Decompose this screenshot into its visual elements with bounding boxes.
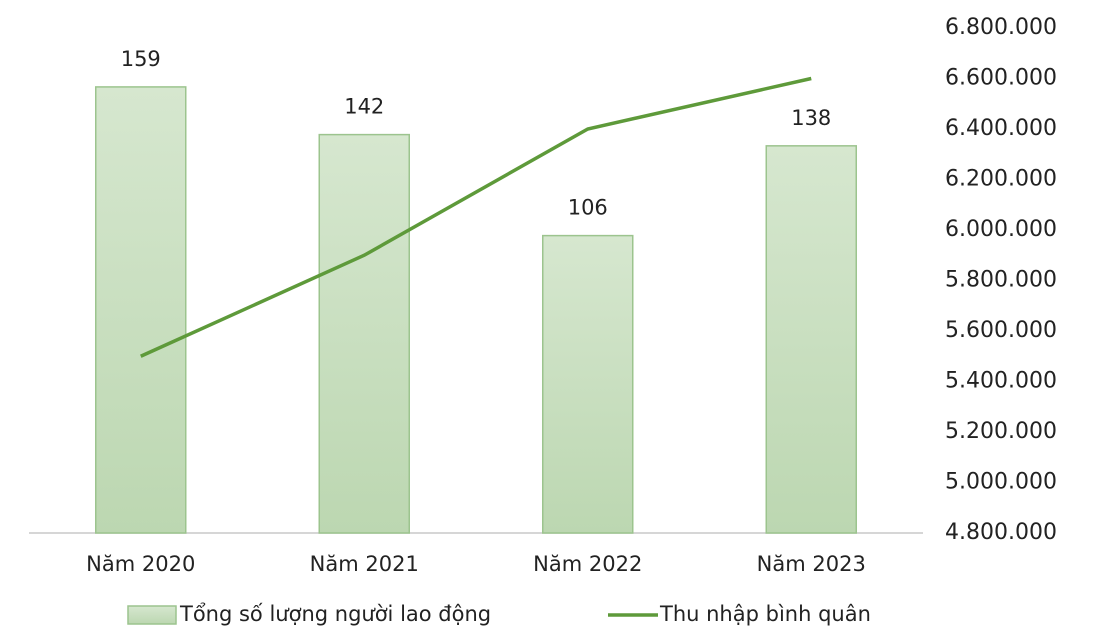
data-label: 142 bbox=[344, 95, 384, 119]
y2-tick-label: 6.200.000 bbox=[945, 167, 1057, 192]
y2-tick-label: 5.000.000 bbox=[945, 470, 1057, 495]
y2-tick-label: 6.600.000 bbox=[945, 66, 1057, 91]
y2-tick-label: 5.600.000 bbox=[945, 318, 1057, 343]
x-tick-label: Năm 2022 bbox=[533, 552, 642, 576]
legend-swatch bbox=[127, 605, 177, 625]
x-tick-label: Năm 2020 bbox=[86, 552, 195, 576]
data-label: 106 bbox=[568, 196, 608, 220]
y2-tick-label: 6.800.000 bbox=[945, 15, 1057, 40]
line bbox=[140, 76, 812, 358]
bar bbox=[318, 133, 410, 534]
data-label: 138 bbox=[791, 106, 831, 130]
bar bbox=[765, 145, 857, 534]
x-tick-label: Năm 2021 bbox=[310, 552, 419, 576]
y2-tick-label: 5.200.000 bbox=[945, 419, 1057, 444]
y2-tick-label: 5.400.000 bbox=[945, 369, 1057, 394]
y2-tick-label: 6.400.000 bbox=[945, 116, 1057, 141]
legend-label: Tổng số lượng người lao động bbox=[179, 602, 491, 626]
data-label: 159 bbox=[121, 47, 161, 71]
legend-label: Thu nhập bình quân bbox=[659, 602, 871, 626]
x-tick-label: Năm 2023 bbox=[757, 552, 866, 576]
y2-tick-label: 5.800.000 bbox=[945, 268, 1057, 293]
bar bbox=[95, 86, 187, 534]
bar bbox=[542, 234, 634, 534]
y2-tick-label: 4.800.000 bbox=[945, 520, 1057, 545]
y2-tick-label: 6.000.000 bbox=[945, 217, 1057, 242]
